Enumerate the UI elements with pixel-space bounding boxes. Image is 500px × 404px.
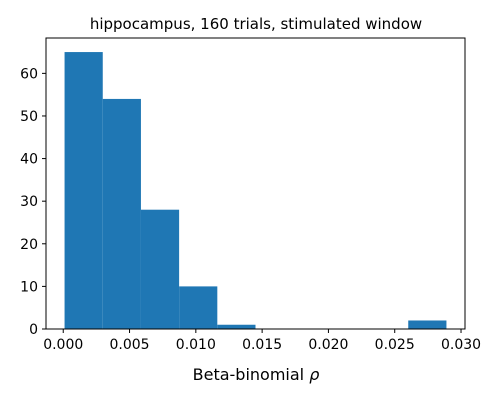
y-tick-label: 40 xyxy=(20,152,38,168)
chart-title: hippocampus, 160 trials, stimulated wind… xyxy=(90,15,422,33)
y-tick-label: 10 xyxy=(20,279,38,295)
histogram-bar xyxy=(102,98,141,330)
histogram-bar xyxy=(217,324,256,329)
y-tick-label: 20 xyxy=(20,237,38,253)
y-tick-label: 50 xyxy=(20,109,38,125)
histogram-bar xyxy=(140,209,180,329)
histogram-bar xyxy=(64,52,103,329)
x-tick-label: 0.000 xyxy=(43,337,83,353)
x-tick-label: 0.020 xyxy=(308,337,348,353)
histogram-bar xyxy=(179,286,218,329)
x-axis-label-symbol: ρ xyxy=(309,365,319,384)
bars-layer xyxy=(64,52,447,330)
histogram-bar xyxy=(408,320,447,329)
x-tick-label: 0.015 xyxy=(242,337,282,353)
x-tick-label: 0.010 xyxy=(176,337,216,353)
axes-layer: 0.000 0.005 0.010 0.015 0.020 0.025 0.030 0 10 20… xyxy=(20,37,481,353)
x-axis-label-text: Beta-binomial xyxy=(193,365,310,384)
y-tick-label: 0 xyxy=(29,322,38,338)
y-tick-label: 60 xyxy=(20,66,38,82)
plot-frame xyxy=(45,37,466,330)
x-tick-label: 0.030 xyxy=(441,337,481,353)
y-tick-label: 30 xyxy=(20,194,38,210)
x-axis-label: Beta-binomial ρ xyxy=(193,365,320,384)
x-tick-label: 0.005 xyxy=(109,337,149,353)
x-tick-label: 0.025 xyxy=(375,337,415,353)
